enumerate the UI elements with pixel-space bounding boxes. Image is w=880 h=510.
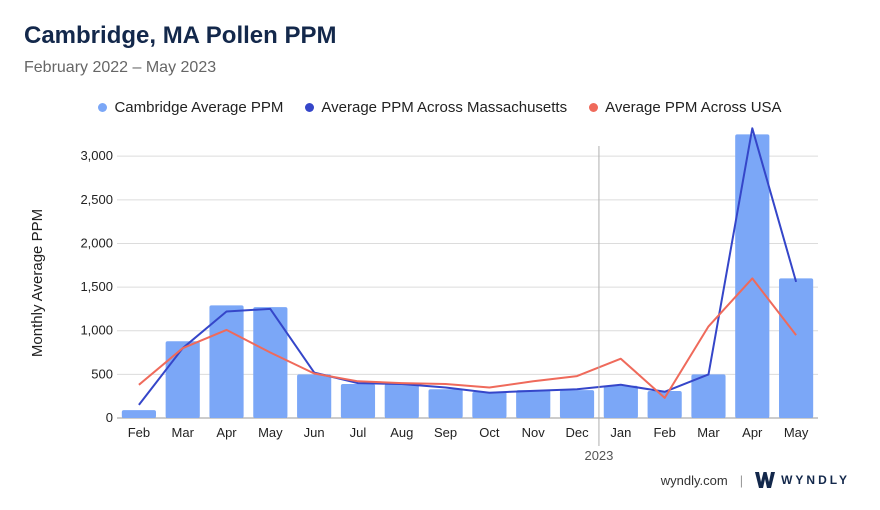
x-tick-label: Mar [697,425,720,440]
legend-label-usa: Average PPM Across USA [605,99,782,116]
line-massachusetts [138,127,798,406]
line-usa [138,277,797,399]
bar-cambridge [603,385,638,418]
bar-cambridge [384,383,419,418]
brand-logo[interactable]: WYNDLY [755,471,850,489]
year-label: 2023 [584,448,613,463]
x-tick-label: Jul [350,425,367,440]
footer-separator: | [739,472,744,488]
legend-item-usa: Average PPM Across USA [589,99,782,116]
legend-label-cambridge: Cambridge Average PPM [114,99,284,116]
x-tick-label: Feb [128,425,150,440]
bar-cambridge [691,374,726,418]
bar-cambridge [472,391,507,418]
bar-cambridge [779,278,814,418]
legend-dot-usa [589,103,599,112]
bar-cambridge [647,390,682,418]
legend: Cambridge Average PPM Average PPM Across… [0,99,880,116]
x-tick-label: May [258,425,283,440]
y-tick-label: 1,500 [80,279,113,294]
bar-cambridge [253,307,288,418]
chart-title: Cambridge, MA Pollen PPM [24,22,337,49]
x-tick-label: Jun [304,425,325,440]
footer: wyndly.com | WYNDLY [661,471,850,489]
bar-cambridge [121,410,156,418]
bar-cambridge [428,389,463,418]
footer-site[interactable]: wyndly.com [660,472,728,488]
legend-label-massachusetts: Average PPM Across Massachusetts [321,99,568,116]
x-tick-label: Aug [390,425,413,440]
x-tick-label: Dec [565,425,589,440]
bar-cambridge [735,134,770,418]
wyndly-logo-icon [755,472,776,488]
legend-item-cambridge: Cambridge Average PPM [98,99,283,116]
x-tick-label: Apr [216,425,237,440]
y-tick-labels: 0 500 1,000 1,500 2,000 2,500 3,000 [80,148,113,425]
year-marker: 2023 [584,146,613,463]
y-tick-label: 2,500 [80,192,113,207]
legend-dot-massachusetts [305,103,315,112]
legend-dot-cambridge [98,103,108,112]
y-tick-label: 0 [106,410,113,425]
chart-subtitle: February 2022 – May 2023 [24,59,217,76]
x-tick-label: Sep [434,425,457,440]
bar-cambridge [297,374,332,418]
y-tick-label: 2,000 [80,235,113,250]
x-tick-label: Oct [479,425,500,440]
x-tick-labels: Feb Mar Apr May Jun Jul Aug Sep Oct Nov Dec Jan Feb M… [128,425,809,440]
bar-series-cambridge [121,134,814,418]
x-tick-label: Apr [742,425,763,440]
bar-cambridge [340,383,376,418]
bar-cambridge [516,390,551,418]
bar-cambridge [559,390,595,418]
y-tick-label: 500 [91,366,113,381]
line-series [138,127,798,406]
brand-name: WYNDLY [781,473,850,487]
legend-item-massachusetts: Average PPM Across Massachusetts [305,99,567,116]
x-tick-label: May [784,425,809,440]
y-tick-label: 3,000 [80,148,113,163]
y-tick-label: 1,000 [80,323,113,338]
x-tick-label: Jan [610,425,631,440]
x-tick-label: Mar [172,425,195,440]
y-axis-label: Monthly Average PPM [29,209,46,357]
x-tick-label: Feb [653,425,675,440]
bar-cambridge [165,341,200,418]
x-tick-label: Nov [522,425,546,440]
